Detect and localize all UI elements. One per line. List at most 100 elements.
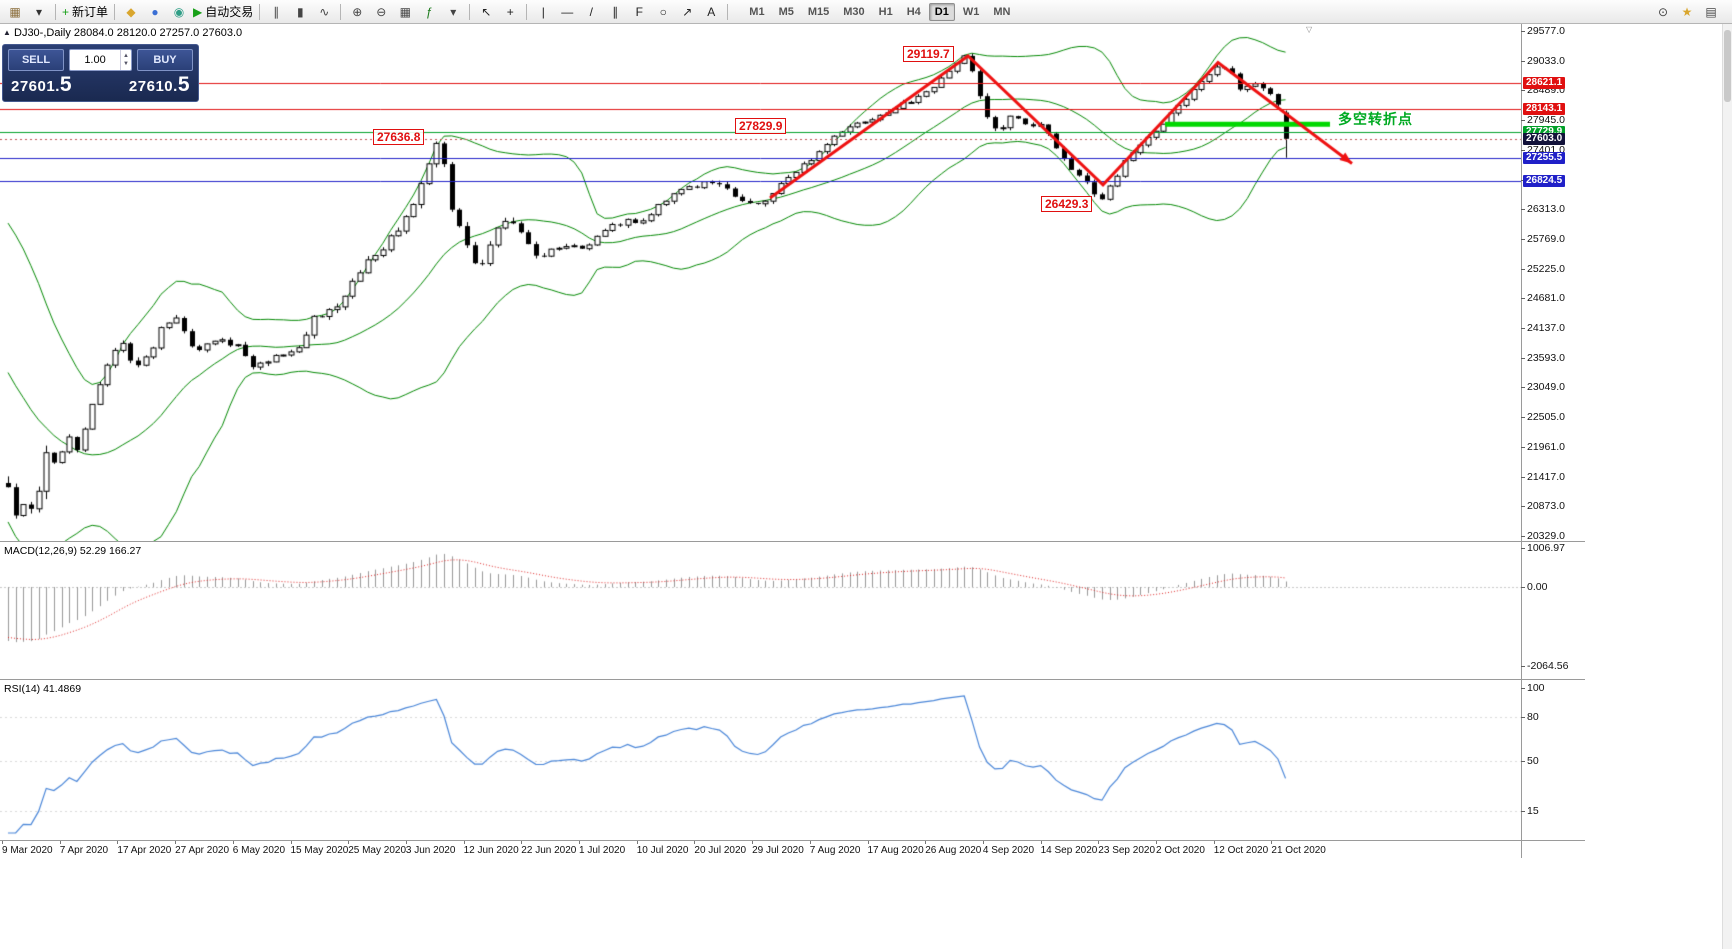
rsi-tickmark bbox=[1521, 688, 1525, 689]
date-tick: 7 Aug 2020 bbox=[809, 845, 861, 856]
vertical-scrollbar[interactable] bbox=[1722, 24, 1732, 949]
timeframe-W1[interactable]: W1 bbox=[962, 5, 980, 18]
autotrade-button[interactable]: ▶ 自动交易 bbox=[192, 1, 254, 23]
text-tool-icon[interactable]: A bbox=[700, 1, 722, 23]
macd-label: MACD(12,26,9) 52.29 166.27 bbox=[4, 545, 142, 557]
price-tickmark bbox=[1521, 31, 1525, 32]
price-tickmark bbox=[1521, 150, 1525, 151]
vertical-line-icon[interactable]: | bbox=[532, 1, 554, 23]
one-click-collapse-arrow[interactable]: ▲ bbox=[3, 28, 11, 37]
date-tick: 27 Apr 2020 bbox=[175, 845, 230, 856]
panel-separator[interactable] bbox=[0, 541, 1585, 542]
date-tickmark bbox=[117, 841, 118, 844]
volume-input[interactable] bbox=[70, 50, 121, 70]
date-tick: 3 Jun 2020 bbox=[405, 845, 456, 856]
search-icon[interactable]: ⊙ bbox=[1657, 4, 1669, 19]
cursor-icon[interactable]: ↖ bbox=[475, 1, 497, 23]
main-chart-canvas[interactable] bbox=[0, 24, 1521, 541]
indicators-dropdown-icon[interactable]: ▾ bbox=[442, 1, 464, 23]
cursor-icon: ↖ bbox=[481, 4, 492, 19]
timeframe-H1[interactable]: H1 bbox=[878, 5, 893, 18]
new-order-button[interactable]: + 新订单 bbox=[61, 1, 109, 23]
date-tick: 29 Jul 2020 bbox=[752, 845, 804, 856]
date-tick: 17 Apr 2020 bbox=[117, 845, 172, 856]
volume-stepper: ▲ ▼ bbox=[69, 49, 132, 71]
timeframe-M15[interactable]: M15 bbox=[807, 5, 830, 18]
refresh-icon: ◉ bbox=[173, 4, 185, 19]
arrow-tool-icon: ↗ bbox=[682, 4, 693, 19]
macd-indicator-canvas[interactable] bbox=[0, 542, 1521, 679]
autotrade-button: ▶ bbox=[193, 4, 203, 19]
horizontal-line-icon[interactable]: — bbox=[556, 1, 578, 23]
text-tool-icon: A bbox=[707, 4, 716, 19]
chart-dropdown-icon[interactable]: ▾ bbox=[28, 1, 50, 23]
channel-icon[interactable]: ∥ bbox=[604, 1, 626, 23]
refresh-icon[interactable]: ◉ bbox=[168, 1, 190, 23]
price-tickmark bbox=[1521, 447, 1525, 448]
price-badge: 26824.5 bbox=[1523, 175, 1566, 188]
indicators-icon: ƒ bbox=[425, 4, 433, 19]
new-chart-icon[interactable]: ▦ bbox=[4, 1, 26, 23]
date-tick: 23 Sep 2020 bbox=[1098, 845, 1156, 856]
date-tick: 4 Sep 2020 bbox=[982, 845, 1035, 856]
price-tickmark bbox=[1521, 506, 1525, 507]
price-annotation[interactable]: 29119.7 bbox=[903, 46, 954, 62]
indicators-icon[interactable]: ƒ bbox=[418, 1, 440, 23]
timeframe-MN[interactable]: MN bbox=[993, 5, 1011, 18]
fibonacci-icon[interactable]: F bbox=[628, 1, 650, 23]
timeframe-M5[interactable]: M5 bbox=[778, 5, 794, 18]
rsi-indicator-canvas[interactable] bbox=[0, 680, 1521, 840]
crosshair-icon[interactable]: + bbox=[499, 1, 521, 23]
date-tickmark bbox=[579, 841, 580, 844]
accounts-icon[interactable]: ● bbox=[144, 1, 166, 23]
ellipse-icon[interactable]: ○ bbox=[652, 1, 674, 23]
price-tickmark bbox=[1521, 61, 1525, 62]
price-tickmark bbox=[1521, 90, 1525, 91]
volume-down-icon[interactable]: ▼ bbox=[123, 61, 129, 67]
turning-point-annotation[interactable]: 多空转折点 bbox=[1338, 111, 1413, 127]
price-tick: 21961.0 bbox=[1527, 440, 1565, 453]
price-annotation[interactable]: 27636.8 bbox=[373, 129, 425, 145]
toolbar-separator bbox=[55, 3, 56, 20]
one-click-trading-panel: SELL ▲ ▼ BUY 27601.5 27610.5 bbox=[2, 44, 199, 102]
price-tickmark bbox=[1521, 417, 1525, 418]
deposit-icon[interactable]: ◆ bbox=[120, 1, 142, 23]
candle-chart-icon[interactable]: ▮ bbox=[289, 1, 311, 23]
favorites-icon[interactable]: ★ bbox=[1681, 4, 1693, 19]
line-chart-icon[interactable]: ∿ bbox=[313, 1, 335, 23]
price-annotation[interactable]: 27829.9 bbox=[735, 118, 787, 134]
panel-separator[interactable] bbox=[0, 679, 1585, 680]
zoom-out-icon[interactable]: ⊖ bbox=[370, 1, 392, 23]
date-tick: 12 Jun 2020 bbox=[463, 845, 519, 856]
tile-windows-icon[interactable]: ▦ bbox=[394, 1, 416, 23]
timeframe-H4[interactable]: H4 bbox=[906, 5, 921, 18]
toolbar-separator bbox=[114, 3, 116, 20]
macd-tick: 1006.97 bbox=[1527, 542, 1565, 555]
arrow-tool-icon[interactable]: ↗ bbox=[676, 1, 698, 23]
date-tickmark bbox=[233, 841, 234, 844]
timeframe-D1[interactable]: D1 bbox=[928, 2, 955, 21]
trendline-icon[interactable]: / bbox=[580, 1, 602, 23]
timeframe-M1[interactable]: M1 bbox=[749, 5, 765, 18]
timeframe-M30[interactable]: M30 bbox=[843, 5, 865, 18]
tile-windows-icon: ▦ bbox=[399, 4, 411, 19]
chart-shift-marker: ▽ bbox=[1306, 25, 1313, 34]
sell-button[interactable]: SELL bbox=[8, 49, 64, 71]
layout-icon[interactable]: ▤ bbox=[1705, 4, 1717, 19]
panel-separator[interactable] bbox=[0, 840, 1585, 841]
date-tickmark bbox=[694, 841, 695, 844]
price-tickmark bbox=[1521, 298, 1525, 299]
scrollbar-thumb[interactable] bbox=[1724, 30, 1731, 102]
date-tickmark bbox=[291, 841, 292, 844]
bar-chart-icon[interactable]: ∥ bbox=[265, 1, 287, 23]
zoom-in-icon[interactable]: ⊕ bbox=[346, 1, 368, 23]
date-tickmark bbox=[1156, 841, 1157, 844]
price-annotation[interactable]: 26429.3 bbox=[1041, 196, 1093, 212]
toolbar-separator bbox=[469, 3, 471, 20]
volume-up-icon[interactable]: ▲ bbox=[123, 53, 129, 59]
date-tick: 20 Jul 2020 bbox=[694, 845, 747, 856]
buy-button[interactable]: BUY bbox=[137, 49, 193, 71]
price-tick: 23593.0 bbox=[1527, 351, 1565, 364]
zoom-in-icon: ⊕ bbox=[352, 4, 363, 19]
price-badge: 28621.1 bbox=[1523, 77, 1566, 90]
